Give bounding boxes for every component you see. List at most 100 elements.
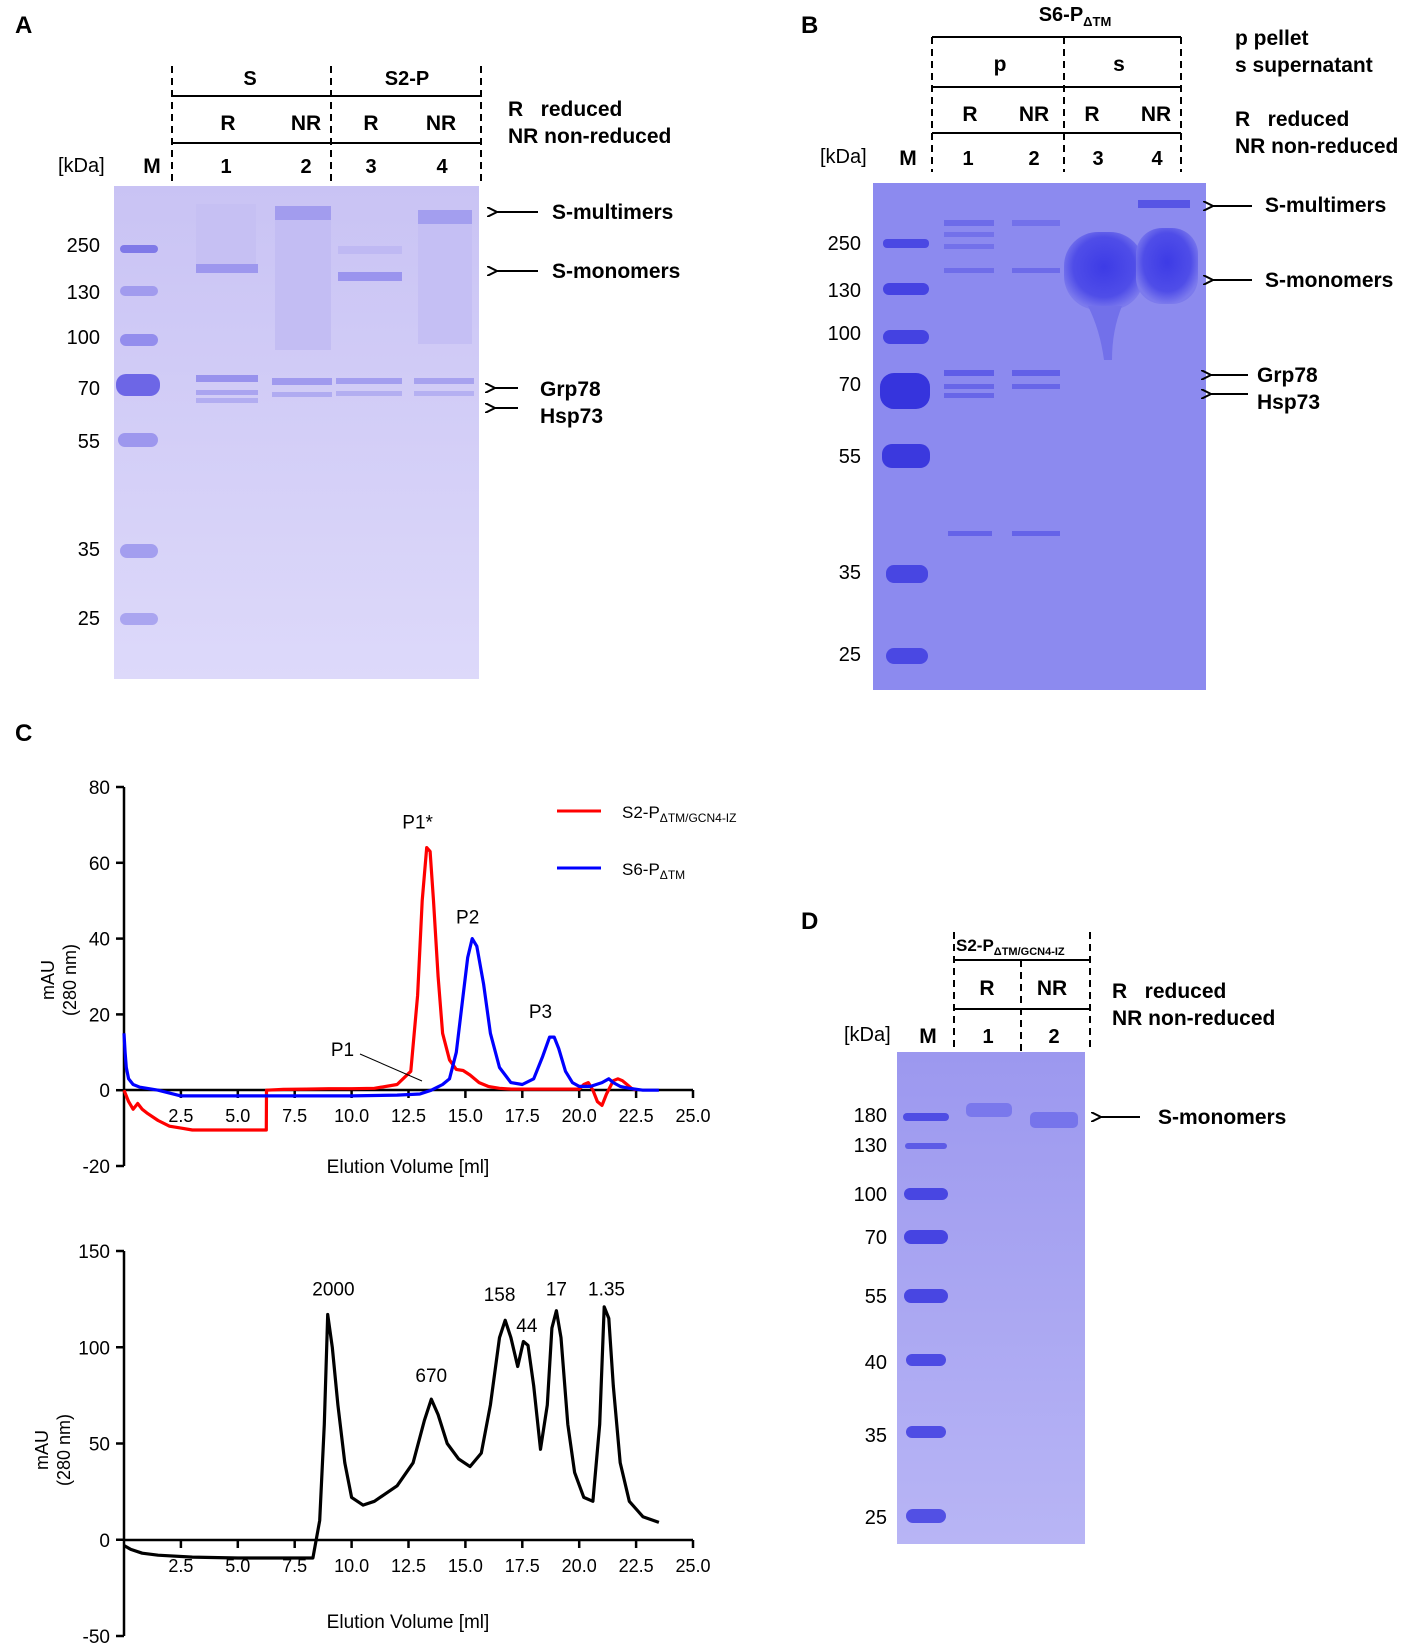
peak-label: 1.35 [588, 1279, 625, 1300]
panel-a: A S S2-P R NR R NR [kDa] M 1 2 3 4 R red… [15, 12, 680, 679]
x-axis-label: Elution Volume [ml] [327, 1157, 490, 1178]
lane-number: 1 [982, 1026, 993, 1048]
legend-line: p pellet [1235, 27, 1309, 50]
condition-label: NR [291, 112, 321, 135]
kda-label: [kDa] [844, 1024, 891, 1046]
x-tick-label: 25.0 [675, 1556, 710, 1576]
chart-top-annotations: P1* P2 P3 P1 [331, 813, 552, 1061]
series-line-0 [123, 1305, 660, 1560]
y-tick-label: 20 [89, 1005, 110, 1026]
y-tick-label: 40 [89, 930, 110, 951]
legend-line: NR non-reduced [1235, 135, 1398, 158]
chart-top-series [122, 845, 659, 1132]
marker-kda-label: 70 [865, 1227, 887, 1249]
arrow-label: Hsp73 [540, 405, 603, 428]
y-tick-label: 150 [78, 1242, 110, 1263]
x-tick-label: 5.0 [225, 1106, 250, 1126]
lane-number: 4 [1151, 148, 1163, 170]
marker-kda-label: 25 [839, 644, 861, 666]
y-tick-label: 0 [99, 1081, 110, 1102]
x-tick-label: 22.5 [619, 1106, 654, 1126]
panel-b: B S6-PΔTM p s R NR R NR [kDa] M 1 2 3 4 … [801, 4, 1398, 690]
chart-bottom-yticks: -50 0 50 100 150 [78, 1242, 124, 1648]
condition-label: NR [426, 112, 456, 135]
legend-entry: S6-PΔTM [622, 860, 685, 882]
chart-bottom-axes [122, 1251, 693, 1636]
y-axis-label-unit: (280 nm) [54, 1414, 74, 1486]
y-tick-label: 0 [99, 1531, 110, 1552]
lane-number: 4 [436, 156, 448, 178]
peak-label: 670 [415, 1366, 447, 1387]
x-tick-label: 12.5 [391, 1556, 426, 1576]
condition-label: NR [1019, 103, 1049, 126]
peak-label: P3 [529, 1002, 552, 1023]
chart-top: -20 0 20 40 60 80 2.5 5.0 7.5 10.0 12.5 15.0 17.5 20… [38, 778, 736, 1178]
series-line-1 [122, 936, 659, 1098]
arrow-label: Hsp73 [1257, 391, 1320, 414]
x-tick-label: 2.5 [168, 1556, 193, 1576]
gel-bands-b [880, 200, 1198, 664]
x-tick-label: 10.0 [334, 1106, 369, 1126]
marker-kda-label: 250 [67, 235, 100, 257]
peak-label: P1 [331, 1040, 354, 1061]
lane-number: 3 [1092, 148, 1103, 170]
peak-label: P2 [456, 907, 479, 928]
marker-kda-label: 130 [828, 280, 861, 302]
marker-kda-label: 55 [865, 1286, 887, 1308]
panel-letter-b: B [801, 12, 818, 39]
x-tick-label: 15.0 [448, 1106, 483, 1126]
arrow-label: S-multimers [552, 201, 673, 224]
y-tick-label: -50 [83, 1627, 110, 1648]
panel-d: D S2-PΔTM/GCN4-IZ R NR [kDa] M 1 2 R red… [801, 908, 1286, 1544]
peak-label: 2000 [312, 1279, 354, 1300]
chart-bottom-xticks: 2.5 5.0 7.5 10.0 12.5 15.0 17.5 20.0 22.5 25.0 [168, 1540, 711, 1576]
arrow-label: S-monomers [552, 260, 680, 283]
marker-lane-label: M [899, 147, 917, 170]
peak-label: 44 [516, 1316, 538, 1337]
legend-entry: S2-PΔTM/GCN4-IZ [622, 803, 736, 825]
arrow-label: S-multimers [1265, 194, 1386, 217]
chart-bottom: -50 0 50 100 150 2.5 5.0 7.5 10.0 12.5 15.0 17.5 20… [32, 1242, 711, 1648]
legend-line: s supernatant [1235, 54, 1373, 77]
peak-label: 158 [484, 1285, 516, 1306]
marker-kda-label: 70 [78, 378, 100, 400]
y-axis-label: mAU [32, 1430, 52, 1470]
condition-label: NR [1141, 103, 1171, 126]
y-tick-label: 50 [89, 1435, 110, 1456]
marker-kda-label: 100 [828, 323, 861, 345]
x-tick-label: 20.0 [562, 1106, 597, 1126]
x-tick-label: 5.0 [225, 1556, 250, 1576]
x-tick-label: 17.5 [505, 1106, 540, 1126]
x-tick-label: 2.5 [168, 1106, 193, 1126]
x-tick-label: 10.0 [334, 1556, 369, 1576]
marker-kda-label: 35 [865, 1425, 887, 1447]
group-label-pellet: p [994, 53, 1007, 76]
chart-top-yticks: -20 0 20 40 60 80 [83, 778, 124, 1178]
marker-kda-label: 25 [865, 1507, 887, 1529]
condition-label: R [979, 977, 994, 1000]
panel-d-title: S2-PΔTM/GCN4-IZ [956, 936, 1065, 958]
legend-line: NR non-reduced [1112, 1007, 1275, 1030]
arrow-label: S-monomers [1158, 1106, 1286, 1129]
peak-label: 17 [546, 1279, 567, 1300]
marker-kda-label: 55 [839, 446, 861, 468]
marker-kda-label: 180 [854, 1105, 887, 1127]
panel-b-title: S6-PΔTM [1039, 4, 1112, 29]
x-tick-label: 7.5 [282, 1556, 307, 1576]
legend-line: R reduced [1235, 108, 1349, 131]
x-tick-label: 20.0 [562, 1556, 597, 1576]
p1-pointer-line [359, 1053, 423, 1082]
marker-kda-label: 55 [78, 431, 100, 453]
chart-bottom-series [123, 1305, 660, 1560]
kda-label: [kDa] [58, 155, 105, 177]
panel-c: C -20 0 20 40 60 80 2.5 5.0 7.5 10.0 12.5 15.0 17.5… [15, 720, 736, 1648]
x-axis-label: Elution Volume [ml] [327, 1612, 490, 1633]
x-tick-label: 25.0 [675, 1106, 710, 1126]
y-tick-label: 100 [78, 1338, 110, 1359]
legend-line: R reduced [508, 98, 622, 121]
x-tick-label: 15.0 [448, 1556, 483, 1576]
lane-number: 2 [1028, 148, 1039, 170]
marker-kda-label: 40 [865, 1352, 887, 1374]
marker-kda-label: 35 [78, 539, 100, 561]
condition-label: NR [1037, 977, 1067, 1000]
